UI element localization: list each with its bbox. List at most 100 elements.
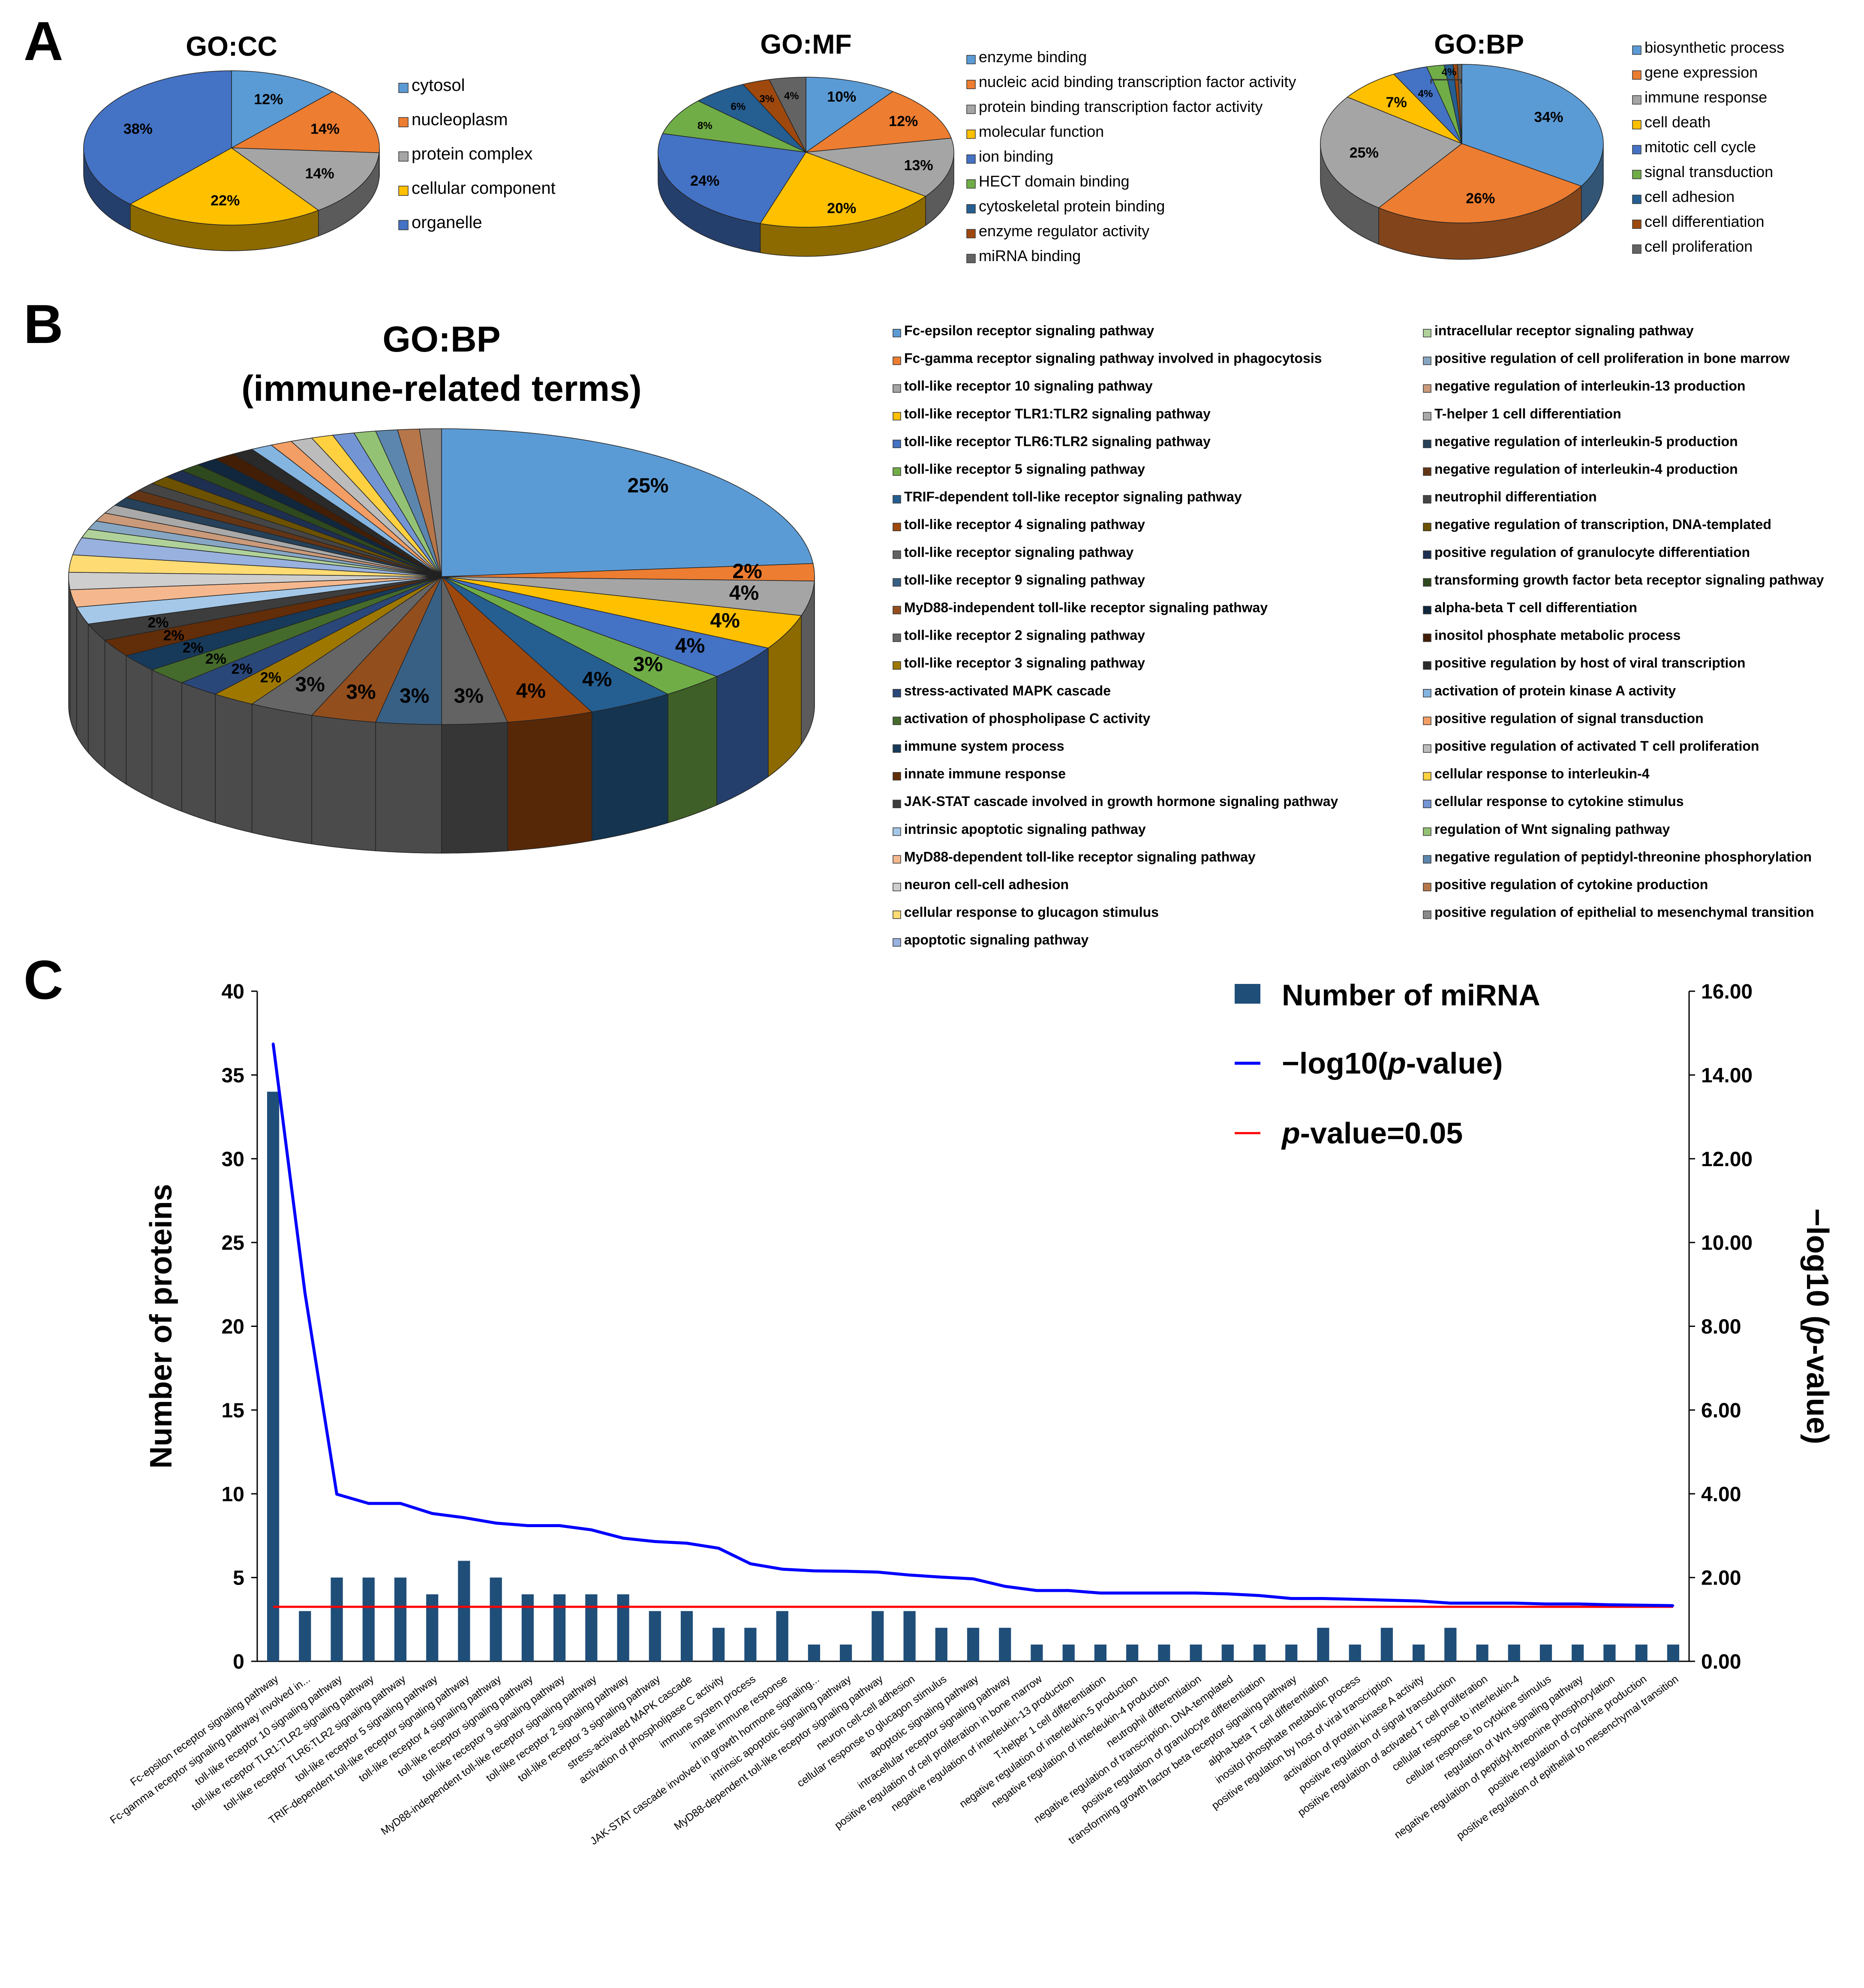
immune-side-8: [441, 722, 508, 854]
pvalue-point-5: [431, 1512, 433, 1515]
gomf-legend-swatch-8: [966, 254, 976, 263]
immune-legend-label-41: regulation of Wnt signaling pathway: [1434, 821, 1670, 837]
gobp-legend-label-5: signal transduction: [1645, 163, 1773, 180]
immune-legend-swatch-39: [1423, 772, 1431, 781]
bar-33: [1317, 1627, 1329, 1661]
gocc-legend-swatch-0: [398, 83, 409, 93]
pvalue-point-7: [495, 1522, 497, 1525]
immune-legend-swatch-43: [1423, 883, 1431, 891]
pvalue-point-16: [781, 1568, 784, 1570]
panel-b-letter: B: [24, 294, 63, 355]
bar-6: [458, 1561, 470, 1661]
gomf-slice-label-6: 6%: [731, 101, 746, 113]
pvalue-point-14: [717, 1547, 720, 1549]
immune-slice-label-6: 4%: [582, 668, 612, 691]
immune-legend-label-6: TRIF-dependent toll-like receptor signal…: [904, 489, 1242, 505]
immune-side-7: [507, 711, 592, 851]
gobp-legend-label-3: cell death: [1645, 113, 1711, 131]
pvalue-line: [271, 1043, 1673, 1607]
pvalue-point-42: [1608, 1603, 1611, 1606]
immune-slice-4: [441, 576, 769, 677]
bar-14: [713, 1627, 725, 1661]
gocc-legend-label-0: cytosol: [412, 76, 465, 95]
bar-25: [1062, 1644, 1075, 1661]
pvalue-point-6: [463, 1516, 465, 1519]
bar-4: [394, 1577, 407, 1661]
immune-slice-label-13: 2%: [231, 661, 253, 677]
immune-legend-label-31: positive regulation of granulocyte diffe…: [1434, 544, 1750, 560]
gomf-legend-swatch-4: [966, 154, 976, 164]
immune-legend-label-39: cellular response to interleukin-4: [1434, 766, 1650, 782]
immune-legend-swatch-6: [893, 495, 901, 504]
immune-legend-swatch-32: [1423, 578, 1431, 587]
bar-43: [1635, 1644, 1648, 1661]
bar-24: [1031, 1644, 1043, 1661]
immune-legend-label-43: positive regulation of cytokine producti…: [1434, 877, 1708, 892]
gobp-slice-label-1: 26%: [1466, 190, 1495, 207]
immune-side-10: [311, 715, 376, 851]
bar-2: [331, 1577, 343, 1661]
pvalue-point-4: [399, 1502, 402, 1505]
gomf-legend-label-2: protein binding transcription factor act…: [979, 98, 1263, 115]
pvalue-point-36: [1417, 1600, 1420, 1602]
immune-legend-label-22: apoptotic signaling pathway: [904, 932, 1088, 947]
pvalue-point-10: [590, 1528, 592, 1531]
immune-slice-label-17: 2%: [147, 614, 168, 631]
gocc-slice-label-3: 22%: [210, 192, 240, 209]
immune-legend-label-16: innate immune response: [904, 766, 1066, 782]
immune-slice-6: [441, 576, 669, 713]
immune-legend-label-29: neutrophil differentiation: [1434, 489, 1597, 505]
bar-8: [521, 1594, 534, 1661]
gocc-slice-0: [231, 70, 334, 149]
gomf-legend-label-4: ion binding: [979, 147, 1053, 165]
immune-pie-title-line1: GO:BP: [382, 319, 500, 359]
y-left-tick-label-4: 20: [222, 1316, 244, 1338]
immune-legend-swatch-37: [1423, 716, 1431, 725]
pvalue-point-27: [1131, 1592, 1133, 1594]
immune-legend-label-42: negative regulation of peptidyl-threonin…: [1434, 849, 1812, 864]
gomf-legend-swatch-0: [966, 55, 976, 64]
gobp-legend-swatch-1: [1632, 70, 1642, 80]
immune-legend-swatch-35: [1423, 661, 1431, 670]
immune-slice-2: [441, 576, 815, 616]
pvalue-point-26: [1099, 1592, 1102, 1594]
pvalue-point-19: [876, 1571, 879, 1573]
immune-legend-swatch-9: [893, 578, 901, 587]
immune-legend-swatch-24: [1423, 356, 1431, 365]
immune-legend-label-7: toll-like receptor 4 signaling pathway: [904, 517, 1145, 532]
gobp-slice-1: [1378, 143, 1582, 223]
immune-legend-swatch-38: [1423, 744, 1431, 753]
pie-chart-immune: 25%2%4%4%4%3%4%4%3%3%3%3%2%2%2%2%2%2%: [68, 428, 815, 854]
y-right-axis-title: −log10 (p-value): [1800, 1208, 1834, 1444]
immune-legend-swatch-10: [893, 606, 901, 614]
immune-legend-label-8: toll-like receptor signaling pathway: [904, 544, 1133, 560]
immune-legend-label-28: negative regulation of interleukin-4 pro…: [1434, 461, 1738, 477]
immune-legend-swatch-20: [893, 883, 901, 891]
bar-10: [585, 1594, 598, 1661]
immune-legend-label-13: stress-activated MAPK cascade: [904, 683, 1111, 698]
pvalue-point-13: [685, 1542, 688, 1544]
immune-legend-swatch-0: [893, 329, 901, 337]
immune-legend-label-12: toll-like receptor 3 signaling pathway: [904, 655, 1145, 671]
immune-legend-label-25: negative regulation of interleukin-13 pr…: [1434, 378, 1745, 394]
immune-side-11: [251, 704, 312, 845]
legend-line-label: −log10(p-value): [1282, 1047, 1503, 1080]
bar-17: [808, 1644, 820, 1661]
immune-legend-swatch-12: [893, 661, 901, 670]
y-left-tick-label-6: 30: [222, 1148, 244, 1171]
gomf-slice-1: [805, 91, 952, 153]
immune-slice-label-7: 4%: [516, 680, 546, 703]
pvalue-point-20: [908, 1574, 911, 1576]
immune-legend-label-36: activation of protein kinase A activity: [1434, 683, 1676, 698]
bar-0: [267, 1092, 280, 1661]
bar-12: [649, 1611, 661, 1661]
immune-slice-label-4: 4%: [675, 635, 705, 657]
immune-legend-swatch-16: [893, 772, 901, 781]
pvalue-point-25: [1067, 1589, 1070, 1592]
legend-threshold-label: p-value=0.05: [1281, 1116, 1463, 1150]
immune-legend-swatch-19: [893, 855, 901, 864]
gomf-legend-label-6: cytoskeletal protein binding: [979, 197, 1165, 215]
gomf-title: GO:MF: [760, 29, 851, 60]
gocc-legend-label-1: nucleoplasm: [412, 110, 508, 129]
immune-slice-label-10: 3%: [346, 681, 376, 704]
